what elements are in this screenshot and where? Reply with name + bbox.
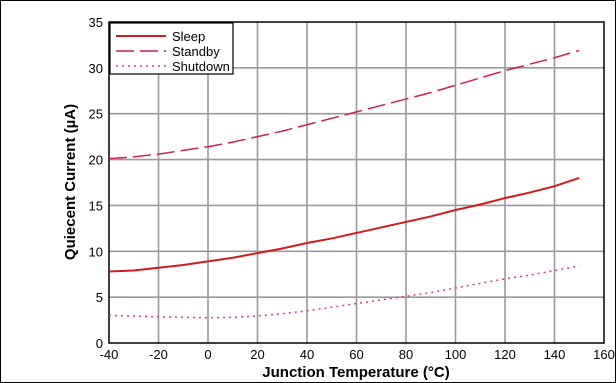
x-tick-label: 60 <box>349 347 363 362</box>
x-tick-label: -20 <box>149 347 168 362</box>
x-tick-label: 80 <box>399 347 413 362</box>
x-tick-label: 20 <box>250 347 264 362</box>
y-tick-label: 20 <box>89 153 103 168</box>
y-tick-label: 30 <box>89 61 103 76</box>
legend-label-standby: Standby <box>172 44 220 59</box>
x-axis-ticks: -40 -20 0 20 40 60 80 100 120 140 160 <box>100 347 615 362</box>
y-tick-label: 0 <box>96 336 103 351</box>
grid <box>109 22 604 343</box>
series-line-standby <box>108 49 580 160</box>
y-axis-title: Quiecent Current (µA) <box>62 104 79 260</box>
y-tick-label: 15 <box>89 198 103 213</box>
legend-label-sleep: Sleep <box>172 29 205 44</box>
y-axis-ticks: 0 5 10 15 20 25 30 35 <box>89 15 103 351</box>
plot-border <box>108 21 605 344</box>
x-tick-label: -40 <box>100 347 119 362</box>
series-line-sleep <box>108 176 580 273</box>
x-tick-label: 40 <box>300 347 314 362</box>
x-tick-label: 160 <box>593 347 615 362</box>
x-tick-label: 100 <box>445 347 467 362</box>
legend-box <box>109 22 234 75</box>
x-tick-label: 140 <box>544 347 566 362</box>
series-group <box>108 49 580 319</box>
y-tick-label: 10 <box>89 244 103 259</box>
legend-label-shutdown: Shutdown <box>172 59 230 74</box>
y-tick-label: 35 <box>89 15 103 30</box>
y-tick-label: 5 <box>96 290 103 305</box>
x-axis-title: Junction Temperature (°C) <box>262 364 449 381</box>
x-tick-label: 0 <box>204 347 211 362</box>
y-tick-label: 25 <box>89 107 103 122</box>
series-line-shutdown <box>108 265 580 319</box>
x-tick-label: 120 <box>494 347 516 362</box>
